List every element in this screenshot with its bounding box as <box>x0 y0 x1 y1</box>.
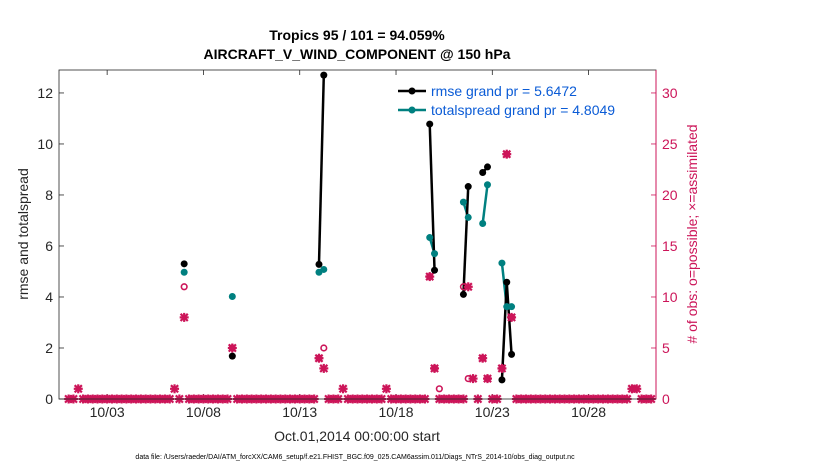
x-tick-label: 10/08 <box>186 404 221 420</box>
totalspread-marker <box>503 303 511 311</box>
totalspread-marker <box>483 181 491 189</box>
assimilated-obs-marker <box>468 374 478 384</box>
y-right-tick-label: 25 <box>662 136 678 152</box>
x-tick-label: 10/23 <box>475 404 510 420</box>
legend-spread-label: totalspread grand pr = 4.8049 <box>431 102 615 118</box>
possible-obs-marker <box>320 344 328 352</box>
y-right-tick-label: 0 <box>662 391 670 407</box>
assimilated-obs-marker <box>497 363 507 373</box>
rmse-marker <box>483 163 491 171</box>
totalspread-marker <box>508 303 516 311</box>
y-left-tick-label: 4 <box>45 289 53 305</box>
rmse-marker <box>320 71 328 79</box>
totalspread-line-segment <box>481 184 489 224</box>
x-tick-label: 10/03 <box>90 404 125 420</box>
assimilated-obs-marker <box>314 353 324 363</box>
x-tick-labels: 10/03 10/08 10/13 10/18 10/23 10/28 <box>90 404 607 420</box>
rmse-marker <box>431 266 439 274</box>
totalspread-marker <box>431 250 439 258</box>
assimilated-obs-marker <box>482 374 492 384</box>
y-left-tick-label: 12 <box>37 85 53 101</box>
y-right-tick-label: 30 <box>662 85 678 101</box>
assimilated-obs-marker <box>227 343 237 353</box>
totalspread-marker <box>479 220 487 228</box>
x-tick-label: 10/13 <box>282 404 317 420</box>
assimilated-obs-marker <box>502 149 512 159</box>
chart-subtitle: AIRCRAFT_V_WIND_COMPONENT @ 150 hPa <box>204 46 511 62</box>
assimilated-obs-marker <box>381 384 391 394</box>
y-right-tick-label: 5 <box>662 340 670 356</box>
x-tick-label: 10/18 <box>378 404 413 420</box>
totalspread-marker <box>459 198 467 206</box>
rmse-line-segment <box>317 75 326 265</box>
rmse-marker <box>426 120 434 128</box>
possible-obs-marker <box>435 385 443 393</box>
rmse-marker <box>180 260 188 268</box>
rmse-line-segment <box>462 186 470 295</box>
rmse-marker <box>479 169 487 177</box>
series-lines <box>317 75 513 380</box>
assimilated-obs-marker <box>170 384 180 394</box>
x-tick-label: 10/28 <box>571 404 606 420</box>
y-left-tick-label: 8 <box>45 187 53 203</box>
assimilated-obs-marker <box>319 363 329 373</box>
rmse-marker <box>464 183 472 191</box>
legend-rmse-marker <box>408 87 416 95</box>
y-left-tick-label: 10 <box>37 136 53 152</box>
rmse-marker <box>315 260 323 268</box>
assimilated-obs-marker <box>478 353 488 363</box>
assimilated-obs-marker <box>632 384 642 394</box>
y-right-tick-label: 20 <box>662 187 678 203</box>
possible-obs-marker <box>180 283 188 291</box>
totalspread-marker <box>180 268 188 276</box>
rmse-marker <box>228 352 236 360</box>
y-right-tick-labels: 0 5 10 15 20 25 30 <box>662 85 678 407</box>
plot-background <box>59 70 656 399</box>
legend-spread-marker <box>408 106 416 114</box>
totalspread-marker <box>426 234 434 242</box>
assimilated-obs-marker <box>179 312 189 322</box>
assimilated-obs-marker <box>507 312 517 322</box>
y-right-tick-label: 10 <box>662 289 678 305</box>
totalspread-marker <box>320 265 328 273</box>
rmse-marker <box>503 278 511 286</box>
y-left-tick-label: 0 <box>45 391 53 407</box>
assimilated-obs-marker <box>338 384 348 394</box>
assimilated-obs-marker <box>73 384 83 394</box>
y-left-tick-label: 6 <box>45 238 53 254</box>
legend-rmse-label: rmse grand pr = 5.6472 <box>431 83 577 99</box>
totalspread-marker <box>464 213 472 221</box>
assimilated-obs-marker <box>425 272 435 282</box>
totalspread-marker <box>228 292 236 300</box>
plot-area <box>59 70 656 399</box>
data-file-note: data file: /Users/raeder/DAI/ATM_forcXX/… <box>135 454 575 461</box>
y-axis-label-left: rmse and totalspread <box>15 168 31 300</box>
y-axis-label-right: # of obs: o=possible; ×=assimilated <box>684 124 700 343</box>
y-left-tick-label: 2 <box>45 340 53 356</box>
rmse-marker <box>508 350 516 358</box>
legend: rmse grand pr = 5.6472 totalspread grand… <box>398 83 615 118</box>
rmse-line-segment <box>428 124 436 271</box>
rmse-marker <box>498 376 506 384</box>
assimilated-obs-marker <box>463 282 473 292</box>
y-right-tick-label: 15 <box>662 238 678 254</box>
x-axis-label: Oct.01,2014 00:00:00 start <box>274 428 440 444</box>
assimilated-obs-marker <box>430 363 440 373</box>
rmse-marker <box>459 290 467 298</box>
totalspread-marker <box>498 259 506 267</box>
chart-title: Tropics 95 / 101 = 94.059% <box>269 27 445 43</box>
y-left-tick-labels: 0 2 4 6 8 10 12 <box>37 85 53 407</box>
